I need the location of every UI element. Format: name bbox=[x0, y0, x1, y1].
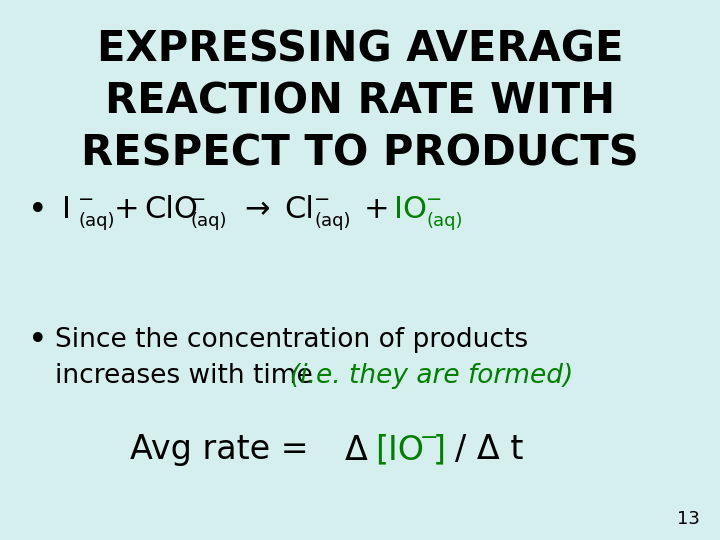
Text: Avg rate =: Avg rate = bbox=[130, 434, 319, 467]
Text: −: − bbox=[314, 191, 330, 210]
Text: REACTION RATE WITH: REACTION RATE WITH bbox=[105, 81, 615, 123]
Text: ]: ] bbox=[433, 434, 446, 467]
Text: Cl: Cl bbox=[284, 195, 314, 225]
Text: / Δ t: / Δ t bbox=[455, 434, 523, 467]
Text: Since the concentration of products: Since the concentration of products bbox=[55, 327, 528, 353]
Text: −: − bbox=[426, 191, 442, 210]
Text: I: I bbox=[62, 195, 71, 225]
Text: +: + bbox=[364, 195, 390, 225]
Text: −: − bbox=[78, 191, 94, 210]
Text: IO: IO bbox=[394, 195, 427, 225]
Text: −: − bbox=[420, 428, 438, 448]
Text: →: → bbox=[244, 195, 269, 225]
Text: 13: 13 bbox=[677, 510, 700, 528]
Text: (aq): (aq) bbox=[426, 212, 462, 230]
Text: ClO: ClO bbox=[144, 195, 198, 225]
Text: +: + bbox=[114, 195, 140, 225]
Text: (aq): (aq) bbox=[78, 212, 114, 230]
Text: RESPECT TO PRODUCTS: RESPECT TO PRODUCTS bbox=[81, 133, 639, 175]
Text: [IO: [IO bbox=[375, 434, 424, 467]
Text: •: • bbox=[28, 193, 48, 226]
Text: −: − bbox=[190, 191, 207, 210]
Text: (aq): (aq) bbox=[314, 212, 351, 230]
Text: (aq): (aq) bbox=[190, 212, 227, 230]
Text: (i.e. they are formed): (i.e. they are formed) bbox=[290, 363, 573, 389]
Text: increases with time: increases with time bbox=[55, 363, 321, 389]
Text: EXPRESSING AVERAGE: EXPRESSING AVERAGE bbox=[96, 29, 624, 71]
Text: •: • bbox=[28, 323, 48, 356]
Text: Δ: Δ bbox=[345, 434, 368, 467]
